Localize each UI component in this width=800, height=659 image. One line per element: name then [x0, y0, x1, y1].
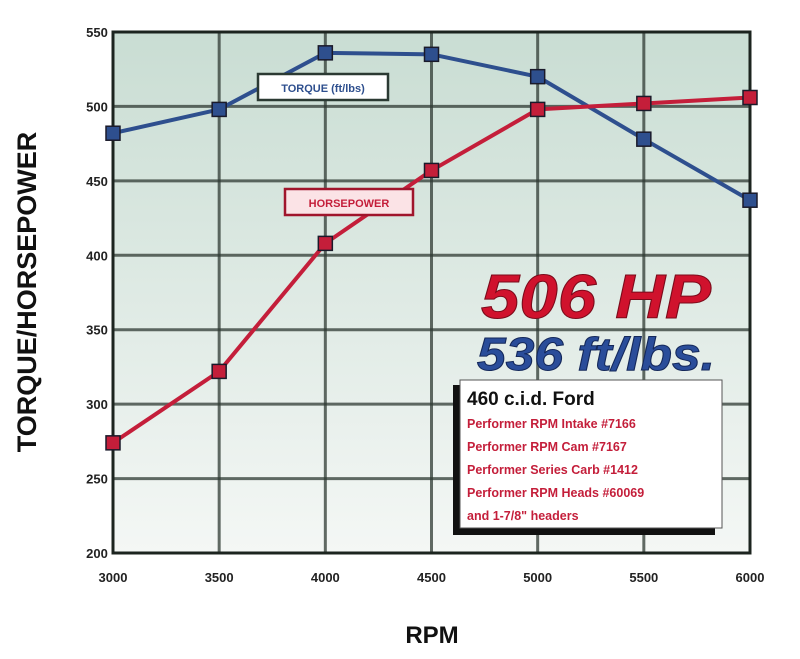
spec-line: Performer RPM Intake #7166 [467, 417, 636, 431]
torque-point [742, 192, 758, 208]
horsepower-point [636, 95, 652, 112]
x-tick-label: 4500 [417, 570, 446, 585]
torque-label: TORQUE (ft/lbs) [256, 72, 390, 102]
y-axis-label: TORQUE/HORSEPOWER [12, 132, 42, 453]
y-tick-label: 200 [86, 546, 108, 561]
y-tick-label: 350 [86, 323, 108, 338]
y-tick-label: 250 [86, 472, 108, 487]
spec-line: and 1-7/8" headers [467, 509, 579, 523]
spec-box: 460 c.i.d. Ford Performer RPM Intake #71… [453, 379, 723, 535]
horsepower-label: HORSEPOWER [283, 187, 415, 217]
x-tick-label: 4000 [311, 570, 340, 585]
x-tick-label: 3000 [99, 570, 128, 585]
torque-point [423, 46, 440, 63]
plot-border [111, 30, 752, 555]
y-tick-label: 400 [86, 248, 108, 263]
torque-point [529, 68, 546, 85]
torque-point [211, 101, 227, 118]
spec-title: 460 c.i.d. Ford [467, 389, 595, 410]
x-tick-label: 5500 [629, 570, 658, 585]
spec-line: Performer Series Carb #1412 [467, 463, 638, 477]
horsepower-point [423, 162, 440, 179]
peak-torque-text: 536 ft/lbs. [477, 328, 715, 380]
x-tick-label: 6000 [736, 570, 765, 585]
horsepower-point [317, 235, 334, 252]
spec-line: Performer RPM Cam #7167 [467, 440, 627, 454]
spec-line: Performer RPM Heads #60069 [467, 486, 644, 500]
torque-point [317, 45, 334, 61]
peak-hp-text: 506 HP [481, 263, 712, 332]
y-tick-label: 500 [86, 99, 108, 114]
horsepower-point [211, 363, 227, 380]
y-tick-label: 450 [86, 174, 108, 189]
y-tick-label: 550 [86, 25, 108, 40]
horsepower-label-text: HORSEPOWER [309, 198, 390, 210]
torque-point [105, 125, 121, 141]
torque-label-text: TORQUE (ft/lbs) [281, 83, 365, 95]
x-tick-label: 3500 [205, 570, 234, 585]
torque-point [636, 131, 652, 147]
x-axis-label: RPM [405, 622, 458, 649]
x-tick-label: 5000 [523, 570, 552, 585]
horsepower-point [529, 101, 546, 118]
y-tick-label: 300 [86, 397, 108, 412]
horsepower-point [742, 89, 758, 106]
horsepower-point [105, 435, 121, 451]
